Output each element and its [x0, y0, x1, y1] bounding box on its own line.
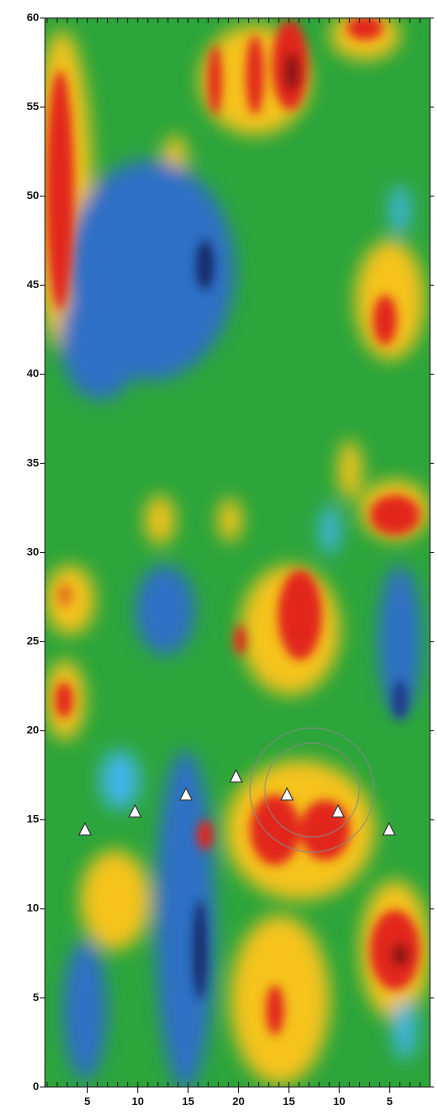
- marker: [280, 786, 294, 801]
- y-tick-label: 55: [27, 101, 39, 113]
- watermark: [249, 727, 375, 853]
- y-tick-label: 10: [27, 903, 39, 915]
- y-tick-label: 5: [33, 992, 39, 1004]
- y-tick-label: 60: [27, 12, 39, 24]
- y-tick-label: 45: [27, 279, 39, 291]
- x-tick-label: 10: [132, 1096, 144, 1108]
- y-tick-label: 50: [27, 190, 39, 202]
- x-tick-label: 5: [84, 1096, 90, 1108]
- x-tick-label: 20: [232, 1096, 244, 1108]
- heatmap-field: [45, 18, 430, 1087]
- x-tick-label: 10: [333, 1096, 345, 1108]
- y-tick-label: 40: [27, 368, 39, 380]
- y-tick-label: 30: [27, 546, 39, 558]
- x-tick-label: 15: [182, 1096, 194, 1108]
- marker: [229, 768, 243, 783]
- x-tick-label: 5: [387, 1096, 393, 1108]
- station-markers: [78, 768, 396, 836]
- y-tick-label: 15: [27, 814, 39, 826]
- marker: [128, 803, 142, 818]
- marker: [78, 821, 92, 836]
- y-tick-label: 25: [27, 635, 39, 647]
- marker: [331, 803, 345, 818]
- y-tick-label: 20: [27, 725, 39, 737]
- y-tick-label: 35: [27, 457, 39, 469]
- marker: [179, 786, 193, 801]
- x-tick-label: 15: [283, 1096, 295, 1108]
- marker: [382, 821, 396, 836]
- y-tick-label: 0: [33, 1081, 39, 1093]
